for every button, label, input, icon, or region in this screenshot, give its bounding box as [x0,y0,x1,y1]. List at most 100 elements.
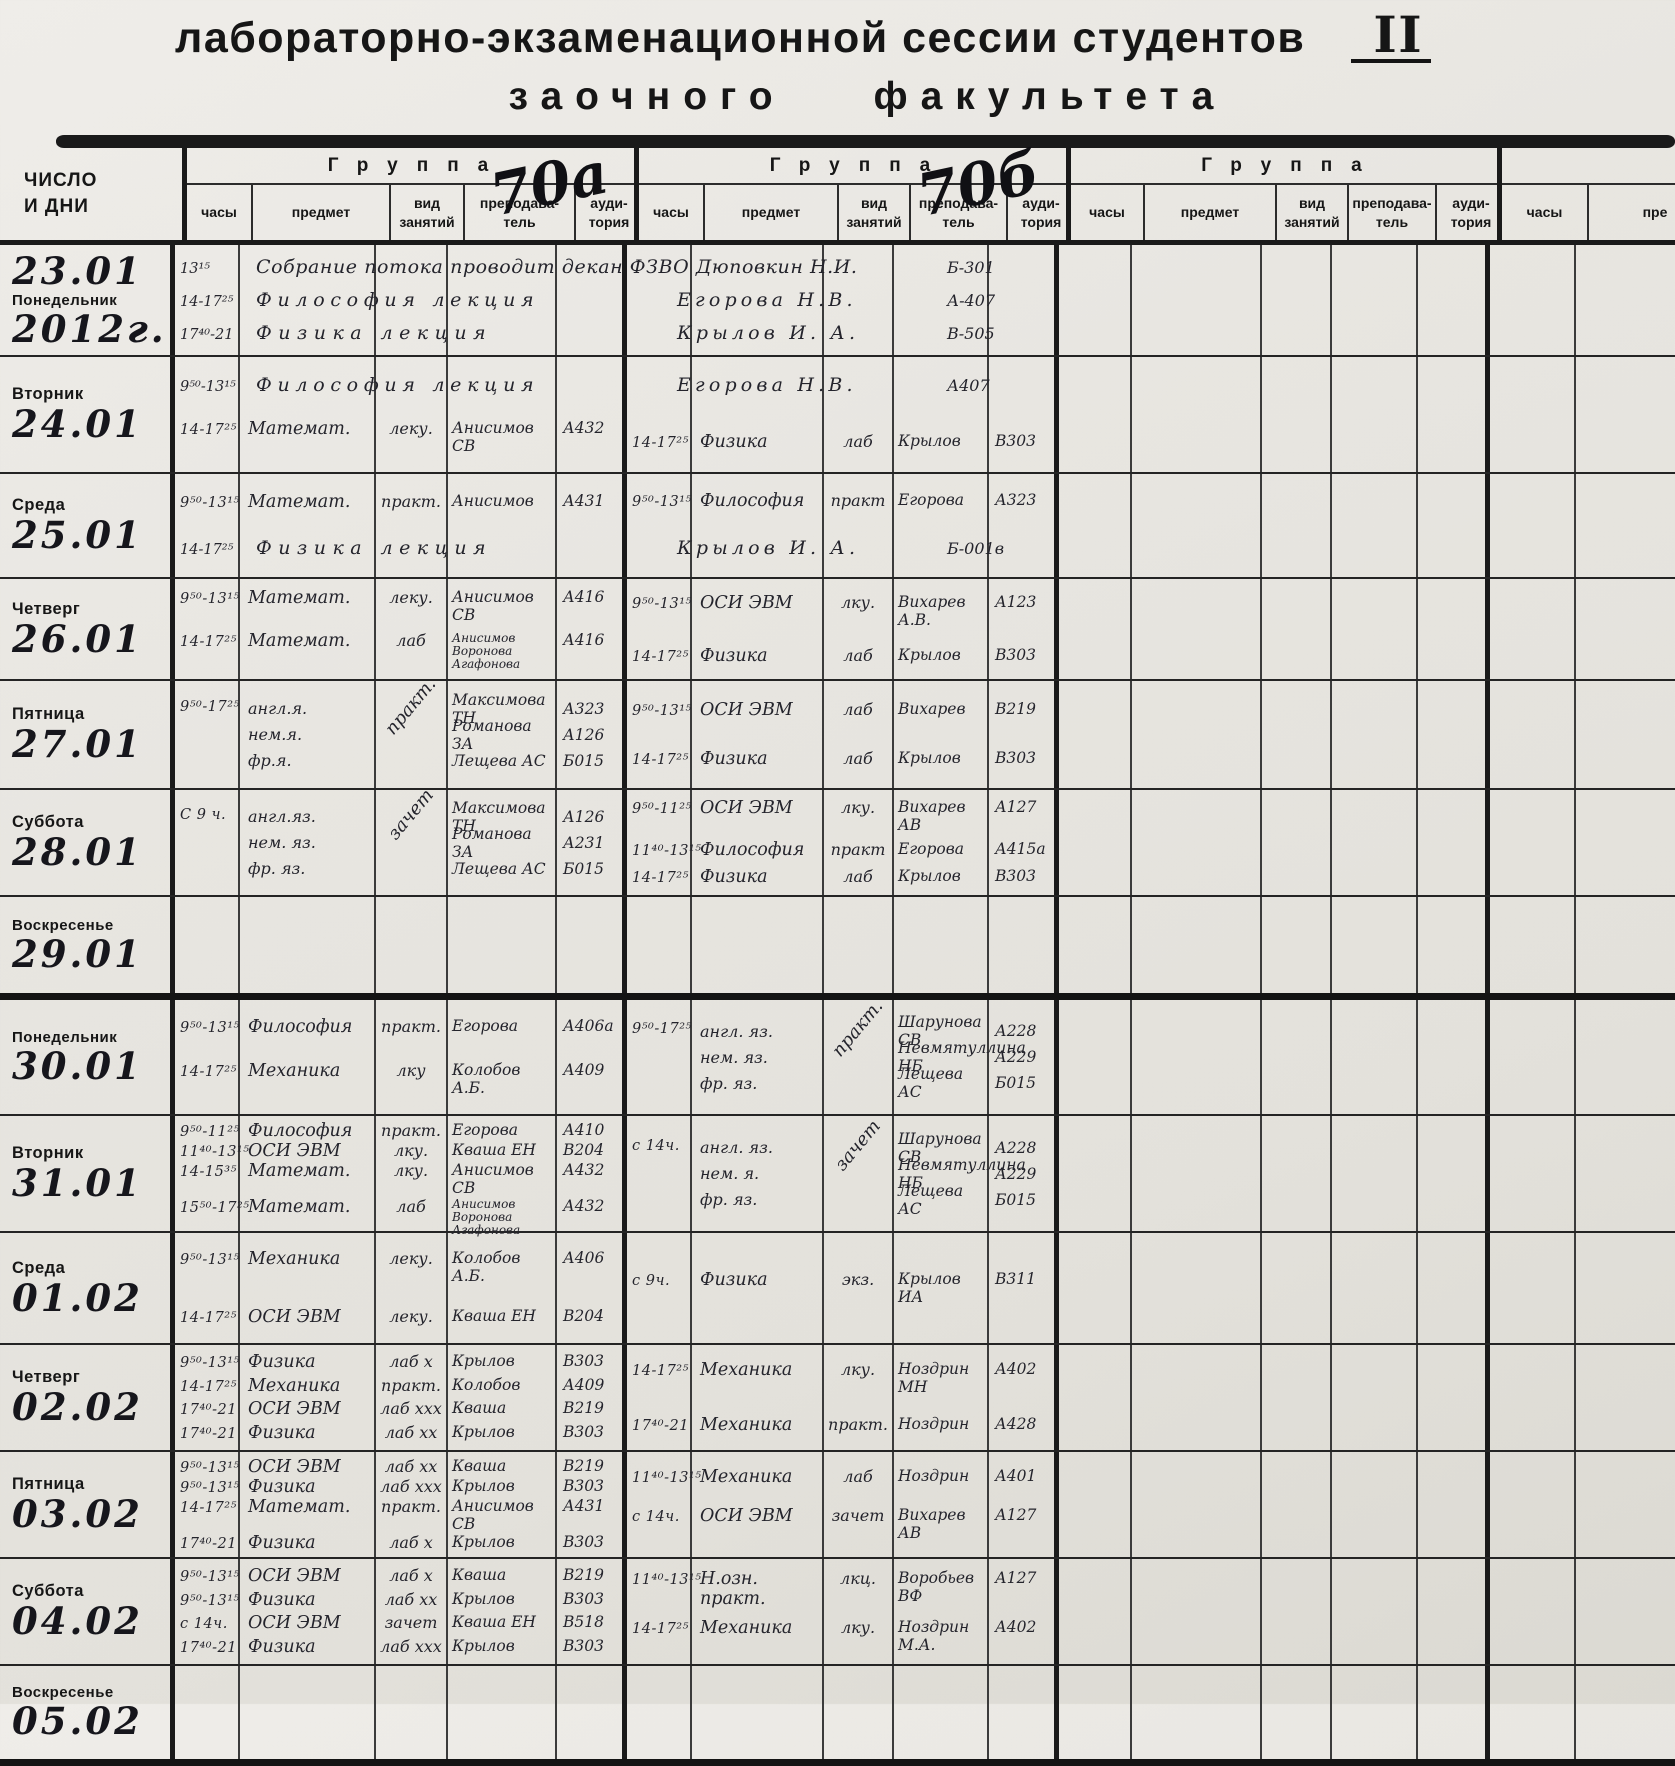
group-70b-cell: 11⁴⁰-13¹⁵ Механика лаб Ноздрин А401 с 14ч. ОСИ… [627,1452,1059,1557]
column-divider [1260,790,1262,895]
entry-type: лаб ххх [380,1399,442,1419]
entry-room: А431 [563,1497,605,1515]
day-name: Вторник [12,1144,84,1163]
group-4-cell [1490,1452,1675,1557]
schedule-entry: 9⁵⁰-13¹⁵ Физика лаб х Крылов В303 [175,1352,622,1372]
entry-room: А323 А126 Б015 [563,699,605,770]
schedule-entry: 14-17²⁵ Физика лаб Крылов В303 [627,646,1054,666]
entry-room: А402 [995,1618,1037,1637]
entry-room: В303 [995,866,1036,885]
entry-teacher: Крылов И. А. [677,322,860,345]
entry-subject: Математ. [248,1497,351,1517]
column-header: пре [1642,204,1668,221]
entry-teacher: Воробьев ВФ [898,1568,975,1605]
group-4-cell [1490,1666,1675,1759]
schedule-entry: 14-17²⁵ Математ. лаб Анисимов Воронова Агафон… [175,631,622,671]
column-divider [1330,474,1332,577]
entry-room: А123 [995,592,1037,611]
entry-subject: Математ. [248,491,351,512]
column-divider [1574,1452,1576,1557]
column-divider [1130,1116,1132,1231]
entry-room: В204 [563,1141,604,1159]
column-divider [446,790,448,895]
entry-type: практ. [381,491,441,511]
column-divider [1330,1116,1332,1231]
date-cell: Воскресенье 29.01 [0,897,175,993]
entry-teacher: Крылов И. А. [677,537,860,560]
entry-teacher: Максимова ТН Романова ЗА Лещева АС [452,798,546,878]
column-header: вид занятий [839,185,911,240]
column-divider [1130,1233,1132,1343]
column-header: преподава- тель [1349,185,1437,240]
entry-type: леку. [389,1307,433,1326]
group-label: Группа [1071,148,1497,185]
column-divider [446,1116,448,1231]
group-3-cell [1059,1116,1490,1231]
entry-type: практ. [828,1415,888,1435]
entry-teacher: Анисимов СВ [452,1497,534,1533]
entry-teacher: Кваша ЕН [452,1307,536,1325]
entry-type: практ. [381,1017,441,1036]
schedule-entry: 11⁴⁰-13¹⁵ Н.озн. практ. лкц. Воробьев ВФ А12… [627,1569,1054,1609]
column-divider [822,681,824,788]
group-4-cell [1490,897,1675,993]
schedule-entry: 14-17²⁵ Математ. практ. Анисимов СВ А431 [175,1497,622,1533]
entry-subject: Математ. [248,587,351,608]
column-divider [1416,357,1418,472]
entry-time: 9⁵⁰-13¹⁵ [180,1020,240,1036]
column-divider [555,1559,557,1664]
entry-subject: Математ. [248,1161,351,1181]
day-name: Воскресенье [12,1684,114,1702]
entry-time: 14-17²⁵ [180,422,237,439]
entry-teacher: Крылов [452,1351,515,1370]
column-divider [555,245,557,355]
column-divider [1130,1666,1132,1759]
column-divider [690,357,692,472]
entry-time: 11⁴⁰-13¹⁵ [632,1571,702,1588]
column-divider [690,245,692,355]
date-cell: 23.01 Понедельник 2012г. [0,245,175,355]
column-divider [374,474,376,577]
schedule-entry: 9⁵⁰-13¹⁵ Философия практ. Егорова А406а [175,1017,622,1037]
entry-time: с 14ч. [180,1616,228,1633]
entry-subject: ОСИ ЭВМ [248,1399,341,1420]
entry-type: лаб х [389,1533,433,1552]
group-70b-cell: 9⁵⁰-13¹⁵ ОСИ ЭВМ лку. Вихарев А.В. А123 14-17… [627,579,1059,679]
column-header: преподава- тель [465,185,576,240]
entry-time: 15⁵⁰-17²⁵ [180,1200,250,1216]
column-divider [1130,790,1132,895]
entry-subject: Математ. [248,631,351,652]
column-divider [238,1000,240,1114]
entry-time: с 14ч. [632,1137,680,1154]
date-cell: Пятница 03.02 [0,1452,175,1557]
entry-subject: Физика [248,1351,316,1372]
column-divider [822,1116,824,1231]
column-divider [446,1233,448,1343]
schedule-row: Четверг 02.02 9⁵⁰-13¹⁵ Физика лаб х Крылов В30… [0,1345,1675,1452]
column-divider [1330,357,1332,472]
entry-type: лаб хх [384,1589,438,1609]
entry-room: В303 [563,1423,604,1442]
group-4-cell [1490,1000,1675,1114]
entry-room: В303 [563,1637,604,1656]
day-name: Понедельник [12,291,118,309]
entry-teacher: Ноздрин МН [898,1359,970,1396]
entry-room: А402 [995,1359,1037,1378]
entry-teacher: Кваша [452,1399,507,1418]
entry-time: 14-17²⁵ [180,293,234,310]
entry-teacher: Колобов А.Б. [452,1249,521,1285]
entry-type: практ. [381,1375,441,1395]
column-divider [1574,790,1576,895]
column-divider [892,1116,894,1231]
entry-room: А406 [563,1249,605,1267]
entry-room: В303 [995,432,1036,451]
schedule-entry: 9⁵⁰-11²⁵ ОСИ ЭВМ лку. Вихарев АВ А127 [627,798,1054,834]
entry-type: лку. [393,1161,429,1180]
column-divider [1416,1559,1418,1664]
entry-room: В303 [563,1533,604,1551]
group-70a-cell: 9⁵⁰-13¹⁵ Математ. практ. Анисимов А431 14-17²… [175,474,1004,577]
column-divider [555,1000,557,1114]
entry-teacher: Ноздрин М.А. [898,1618,970,1655]
schedule-entry: 11⁴⁰-13¹⁵ Механика лаб Ноздрин А401 [627,1467,1054,1487]
